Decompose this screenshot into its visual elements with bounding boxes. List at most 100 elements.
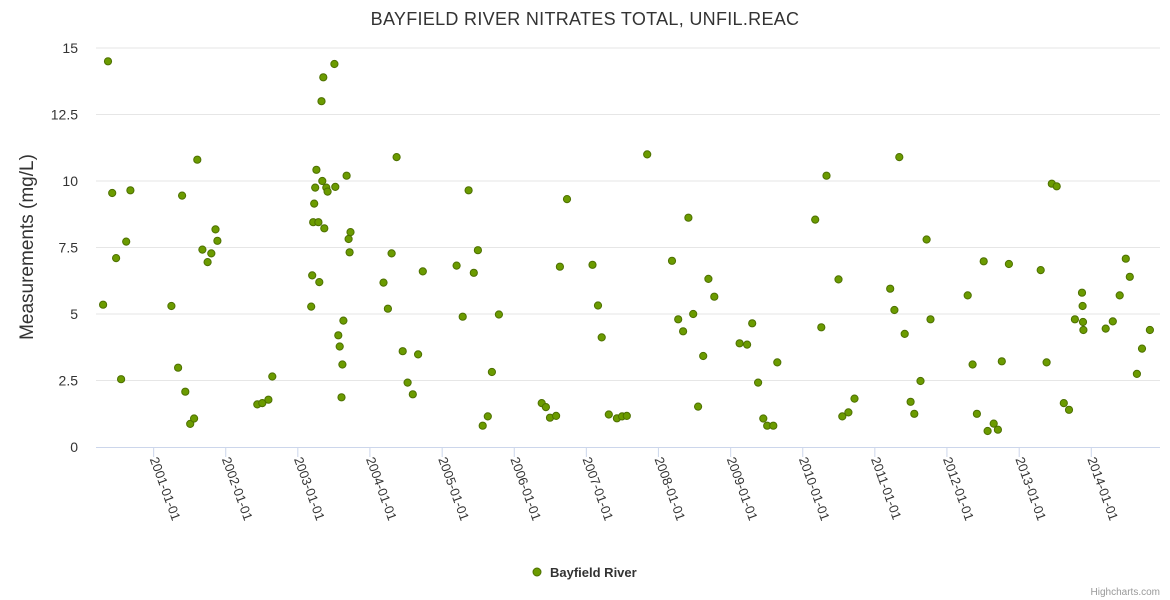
data-point[interactable] bbox=[392, 153, 401, 162]
data-point[interactable] bbox=[743, 340, 752, 349]
data-point[interactable] bbox=[963, 291, 972, 300]
data-point[interactable] bbox=[597, 333, 606, 342]
data-point[interactable] bbox=[339, 316, 348, 325]
data-point[interactable] bbox=[817, 323, 826, 332]
data-point[interactable] bbox=[319, 73, 328, 82]
data-point[interactable] bbox=[1125, 272, 1134, 281]
data-point[interactable] bbox=[458, 312, 467, 321]
legend-marker[interactable] bbox=[532, 567, 542, 577]
data-point[interactable] bbox=[387, 249, 396, 258]
data-point[interactable] bbox=[735, 339, 744, 348]
data-point[interactable] bbox=[838, 412, 847, 421]
data-point[interactable] bbox=[342, 171, 351, 180]
data-point[interactable] bbox=[910, 409, 919, 418]
data-point[interactable] bbox=[408, 390, 417, 399]
data-point[interactable] bbox=[379, 278, 388, 287]
data-point[interactable] bbox=[174, 363, 183, 372]
data-point[interactable] bbox=[178, 191, 187, 200]
data-point[interactable] bbox=[487, 367, 496, 377]
data-point[interactable] bbox=[190, 414, 199, 423]
data-point[interactable] bbox=[318, 176, 327, 186]
data-point[interactable] bbox=[335, 342, 344, 351]
data-point[interactable] bbox=[345, 248, 354, 257]
data-point[interactable] bbox=[989, 419, 998, 428]
data-point[interactable] bbox=[769, 421, 778, 430]
data-point[interactable] bbox=[679, 327, 688, 336]
data-point[interactable] bbox=[198, 245, 207, 254]
data-point[interactable] bbox=[886, 284, 895, 293]
data-point[interactable] bbox=[334, 331, 343, 340]
data-point[interactable] bbox=[126, 186, 135, 195]
data-point[interactable] bbox=[478, 421, 487, 430]
data-point[interactable] bbox=[1052, 182, 1061, 191]
data-point[interactable] bbox=[167, 301, 176, 311]
data-point[interactable] bbox=[315, 278, 324, 287]
data-point[interactable] bbox=[203, 258, 212, 267]
data-point[interactable] bbox=[916, 376, 925, 386]
data-point[interactable] bbox=[926, 315, 935, 324]
data-point[interactable] bbox=[464, 186, 473, 195]
data-point[interactable] bbox=[710, 292, 719, 301]
data-point[interactable] bbox=[699, 351, 708, 361]
data-point[interactable] bbox=[922, 235, 931, 244]
data-point[interactable] bbox=[643, 150, 652, 159]
data-point[interactable] bbox=[968, 360, 977, 369]
data-point[interactable] bbox=[983, 426, 992, 436]
data-point[interactable] bbox=[213, 236, 222, 245]
data-point[interactable] bbox=[207, 249, 216, 258]
data-point[interactable] bbox=[264, 395, 273, 404]
data-point[interactable] bbox=[1004, 259, 1014, 269]
data-point[interactable] bbox=[331, 182, 340, 191]
data-point[interactable] bbox=[1064, 405, 1074, 414]
data-point[interactable] bbox=[483, 412, 492, 421]
legend-item-bayfield-river[interactable]: Bayfield River bbox=[550, 565, 637, 580]
data-point[interactable] bbox=[344, 234, 353, 244]
data-point[interactable] bbox=[1121, 254, 1130, 263]
data-point[interactable] bbox=[307, 302, 316, 311]
data-point[interactable] bbox=[684, 213, 693, 222]
data-point[interactable] bbox=[1036, 266, 1045, 275]
data-point[interactable] bbox=[972, 409, 982, 418]
data-point[interactable] bbox=[773, 358, 782, 367]
data-point[interactable] bbox=[748, 319, 757, 328]
data-point[interactable] bbox=[337, 393, 346, 402]
data-point[interactable] bbox=[186, 419, 195, 428]
data-point[interactable] bbox=[1079, 325, 1088, 335]
data-point[interactable] bbox=[694, 402, 703, 411]
data-point[interactable] bbox=[317, 97, 326, 106]
data-point[interactable] bbox=[414, 350, 423, 359]
data-point[interactable] bbox=[314, 218, 323, 227]
data-point[interactable] bbox=[1132, 369, 1142, 378]
data-point[interactable] bbox=[811, 215, 820, 224]
data-point[interactable] bbox=[398, 347, 407, 356]
data-point[interactable] bbox=[689, 309, 698, 319]
data-point[interactable] bbox=[320, 224, 329, 233]
data-point[interactable] bbox=[99, 300, 108, 309]
data-point[interactable] bbox=[834, 275, 843, 284]
data-point[interactable] bbox=[674, 315, 683, 324]
data-point[interactable] bbox=[403, 378, 412, 387]
data-point[interactable] bbox=[1078, 317, 1088, 327]
series-bayfield-river[interactable] bbox=[99, 57, 1155, 436]
data-point[interactable] bbox=[383, 304, 392, 313]
data-point[interactable] bbox=[310, 199, 319, 208]
data-point[interactable] bbox=[997, 357, 1006, 366]
data-point[interactable] bbox=[1078, 301, 1087, 311]
data-point[interactable] bbox=[844, 408, 853, 417]
data-point[interactable] bbox=[268, 372, 277, 381]
data-point[interactable] bbox=[452, 261, 461, 270]
data-point[interactable] bbox=[473, 246, 482, 255]
data-point[interactable] bbox=[622, 411, 631, 420]
data-point[interactable] bbox=[593, 301, 603, 310]
data-point[interactable] bbox=[117, 375, 126, 384]
data-point[interactable] bbox=[494, 310, 503, 319]
data-point[interactable] bbox=[906, 397, 915, 406]
data-point[interactable] bbox=[900, 329, 909, 338]
data-point[interactable] bbox=[469, 268, 478, 277]
data-point[interactable] bbox=[211, 225, 220, 234]
data-point[interactable] bbox=[562, 195, 572, 204]
data-point[interactable] bbox=[108, 188, 117, 198]
data-point[interactable] bbox=[541, 403, 551, 412]
data-point[interactable] bbox=[418, 267, 427, 276]
data-point[interactable] bbox=[346, 228, 355, 237]
